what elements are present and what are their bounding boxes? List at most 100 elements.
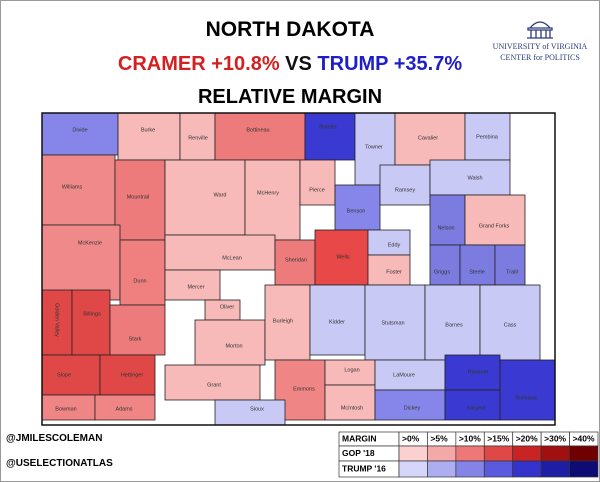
county-label: Emmons — [293, 386, 315, 392]
county-label: Dunn — [133, 278, 146, 284]
county-label: Eddy — [388, 242, 401, 248]
county-label: Oliver — [220, 304, 235, 310]
county-label: Slope — [57, 372, 71, 378]
legend-swatch — [540, 445, 570, 462]
county — [379, 164, 431, 206]
county-label: Steele — [469, 269, 485, 275]
county — [164, 364, 261, 401]
county — [494, 244, 526, 286]
county-label: Griggs — [434, 269, 450, 275]
county — [194, 319, 266, 366]
county — [164, 269, 221, 301]
legend-header: MARGIN — [342, 433, 376, 443]
county-label: Grand Forks — [479, 223, 510, 229]
county-label: McKenzie — [78, 240, 102, 246]
county — [41, 154, 116, 226]
county-label: Foster — [386, 269, 402, 275]
county — [464, 194, 526, 246]
county — [99, 354, 156, 396]
cramer-margin: CRAMER +10.8% — [118, 53, 280, 75]
county — [479, 284, 541, 361]
county-label: Divide — [72, 127, 87, 133]
county-label: Mountrail — [127, 194, 150, 200]
county — [119, 239, 166, 306]
county-label: Adams — [115, 406, 132, 412]
matchup: CRAMER +10.8% VS TRUMP +35.7% — [118, 53, 462, 75]
county-label: Burleigh — [273, 318, 293, 324]
title: NORTH DAKOTA — [206, 18, 375, 41]
legend-swatch — [398, 460, 428, 478]
county — [244, 159, 301, 241]
legend-swatch — [398, 445, 428, 462]
county-label: Towner — [365, 144, 383, 150]
county — [367, 254, 411, 286]
county-label: Hettinger — [121, 372, 143, 378]
county-label: Cavalier — [418, 135, 438, 141]
county — [444, 354, 501, 391]
county-label: Sioux — [250, 406, 264, 412]
county — [324, 359, 376, 386]
legend-swatch — [512, 460, 542, 478]
county-map: Divide Burke Renville Bottineau Rolette Towne… — [41, 112, 556, 426]
credit: @JMILESCOLEMAN — [6, 433, 102, 444]
state-outline — [41, 112, 556, 426]
county — [41, 394, 96, 421]
legend-row-label: TRUMP '16 — [342, 463, 386, 473]
legend-header: >40% — [573, 433, 595, 443]
county-label: Pembina — [476, 134, 499, 140]
county-label: Morton — [225, 343, 242, 349]
county — [367, 229, 411, 256]
county-label: Stark — [129, 336, 142, 342]
versus: VS — [285, 53, 312, 75]
county-label: Billings — [83, 311, 101, 317]
county-label: Stutsman — [381, 320, 404, 326]
county-label: Pierce — [309, 187, 325, 193]
county — [429, 159, 511, 196]
legend-swatch — [427, 445, 457, 462]
county-label: Ransom — [468, 369, 489, 375]
county — [264, 284, 311, 361]
legend-header: >20% — [516, 433, 538, 443]
legend-row-label: GOP '18 — [342, 448, 375, 458]
county — [71, 289, 111, 356]
legend-swatch — [512, 445, 542, 462]
county — [41, 112, 119, 156]
county-label: Burke — [141, 127, 155, 133]
legend-header: >5% — [430, 433, 448, 443]
county — [164, 234, 276, 271]
county-label: Sargent — [466, 405, 486, 411]
credit: @USELECTIONATLAS — [6, 458, 113, 469]
county-label: Rolette — [319, 124, 336, 130]
legend-swatch — [569, 460, 599, 478]
county-label: LaMoure — [393, 372, 415, 378]
county-label: McLean — [222, 255, 242, 261]
trump-margin: TRUMP +35.7% — [317, 53, 462, 75]
legend-swatch — [569, 445, 599, 462]
county — [429, 194, 466, 246]
logo-line: CENTER for POLITICS — [500, 53, 580, 62]
legend-header: >0% — [402, 433, 420, 443]
county — [324, 384, 376, 421]
county — [94, 394, 156, 421]
county — [214, 399, 286, 426]
county-label: Sheridan — [285, 257, 307, 263]
legend-swatch — [455, 445, 485, 462]
county-label: McIntosh — [341, 405, 363, 411]
county-label: Golden Valley — [54, 303, 60, 337]
county — [117, 112, 181, 161]
county-label: McHenry — [257, 190, 279, 196]
county — [214, 112, 306, 161]
county — [41, 224, 121, 301]
county-label: Bowman — [55, 406, 76, 412]
county — [314, 229, 369, 286]
county — [459, 244, 496, 286]
legend: MARGIN >0% >5% >10% >15% >20% >30% >40% GOP '18 T… — [338, 431, 599, 478]
county — [444, 389, 501, 421]
county — [499, 359, 556, 421]
county-label: Renville — [188, 135, 208, 141]
logo-line: UNIVERSITY of VIRGINIA — [493, 42, 588, 51]
county-label: Cass — [504, 322, 517, 328]
county-label: Dickey — [404, 405, 421, 411]
county-label: Richland — [515, 395, 536, 401]
